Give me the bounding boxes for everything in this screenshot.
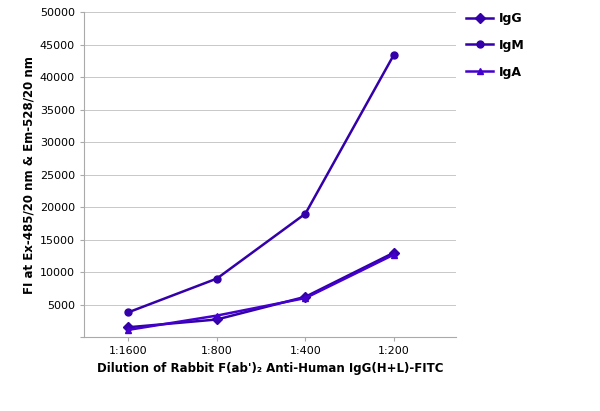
IgM xyxy=(302,211,309,216)
IgG xyxy=(302,294,309,299)
IgG xyxy=(213,317,220,322)
X-axis label: Dilution of Rabbit F(ab')₂ Anti-Human IgG(H+L)-FITC: Dilution of Rabbit F(ab')₂ Anti-Human Ig… xyxy=(97,362,443,374)
IgG xyxy=(125,325,132,330)
IgA xyxy=(302,296,309,300)
IgM xyxy=(213,276,220,281)
Legend: IgG, IgM, IgA: IgG, IgM, IgA xyxy=(466,12,524,79)
IgA xyxy=(391,252,398,257)
Line: IgA: IgA xyxy=(125,251,397,333)
Y-axis label: FI at Ex-485/20 nm & Em-528/20 nm: FI at Ex-485/20 nm & Em-528/20 nm xyxy=(23,56,35,293)
IgG xyxy=(391,250,398,255)
Line: IgG: IgG xyxy=(125,249,397,331)
IgA xyxy=(125,328,132,332)
Line: IgM: IgM xyxy=(125,51,397,316)
IgM xyxy=(391,52,398,57)
IgM xyxy=(125,310,132,315)
IgA xyxy=(213,313,220,318)
